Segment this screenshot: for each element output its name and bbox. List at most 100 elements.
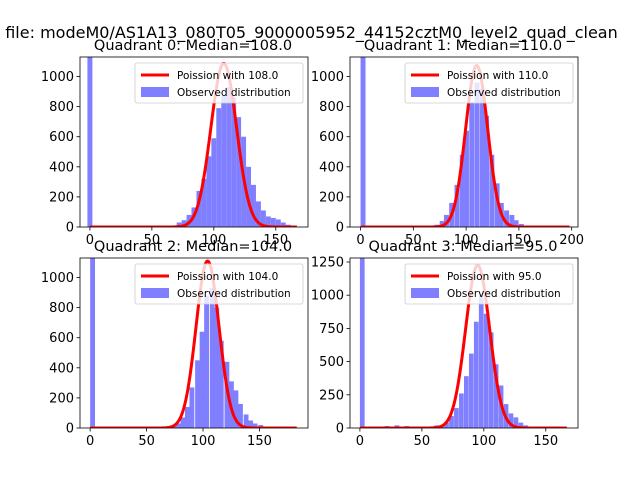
x-tick-label: 50 [144,233,161,248]
y-tick-label: 800 [49,100,74,115]
histogram-bar [260,210,266,227]
histogram-bar [221,96,227,227]
histogram-bar [513,417,519,428]
histogram-bar [195,360,200,428]
x-tick-label: 150 [263,233,288,248]
legend-box [134,62,304,104]
panel-quadrant-3: 0 50 100 150 0 250 500 750 1000 1250 Poission with… [311,255,579,449]
histogram-bar [459,393,464,428]
x-tick-label: 150 [247,434,272,449]
legend: Poission with 110.0 Observed distribution [404,62,574,104]
y-tick-label: 0 [336,422,344,437]
histogram-bar [489,154,495,227]
histogram-bar [454,408,459,428]
histogram-bar [189,387,195,428]
legend-line-label: Poission with 104.0 [177,271,278,283]
histogram-bar [280,222,286,227]
histogram-bar [439,220,445,227]
legend-line-label: Poission with 108.0 [177,70,278,82]
y-tick-label: 200 [49,391,74,406]
histogram-bar [214,307,220,428]
poisson-line [89,61,297,227]
x-tick-label: 50 [138,434,155,449]
legend-box [404,263,574,305]
y-tick-label: 0 [66,422,74,437]
x-tick-label: 50 [405,233,422,248]
histogram-bar [504,210,510,227]
x-tick-label: 150 [533,434,558,449]
y-tick-label: 1000 [41,271,74,286]
legend-line-label: Poission with 95.0 [447,271,542,283]
plot-area [360,57,570,227]
histogram-bar [248,420,254,428]
axes-frame [79,56,309,228]
legend-hist-swatch [411,288,439,298]
poisson-line [90,259,297,428]
y-tick-label: 1250 [311,255,344,270]
y-tick-label: 0 [336,221,344,236]
legend: Poission with 108.0 Observed distribution [134,62,304,104]
panel-quadrant-2: 0 50 100 150 0 200 400 600 800 1000 Poission with … [41,257,309,449]
histogram-bar [479,88,485,227]
histogram-bar [231,97,237,227]
histogram-bar [469,102,475,227]
y-tick-label: 600 [49,331,74,346]
y-tick-label: 600 [319,130,344,145]
histogram-bar [252,423,258,428]
legend-hist-swatch [141,87,169,97]
axes-frame [79,257,309,429]
histogram-bar [211,138,217,227]
histogram-bar [513,220,519,227]
legend-hist-swatch [141,288,169,298]
axes-frame [349,56,579,228]
histogram-bar [233,390,239,428]
histogram-bar [360,57,366,227]
legend-hist-label: Observed distribution [177,87,291,99]
histogram-bar [473,321,479,428]
y-tick-label: 250 [319,388,344,403]
y-tick-label: 1000 [311,70,344,85]
histogram-bar [518,422,524,428]
x-tick-label: 100 [191,434,216,449]
x-tick-label: 150 [506,233,531,248]
histogram-bar [180,417,186,428]
histogram-bar [199,331,205,428]
x-tick-label: 100 [471,434,496,449]
histogram-bar [181,220,187,227]
histogram-bar [459,154,465,227]
histogram-bar [209,288,215,428]
legend-hist-swatch [411,87,439,97]
histogram-bar [196,190,202,227]
y-tick-label: 800 [49,301,74,316]
figure-suptitle: n file: modeM0/AS1A13_080T05_9000005952_… [0,23,618,43]
y-tick-label: 750 [319,322,344,337]
histogram-bar [255,201,261,227]
x-tick-label: 50 [414,434,431,449]
y-tick-label: 200 [319,190,344,205]
histogram-bar [449,416,454,428]
histogram-bar [201,178,207,227]
plot-area [87,57,297,227]
panel-title-2: Quadrant 2: Median=104.0 [94,239,292,255]
histogram-bar [509,214,515,227]
x-tick-label: 100 [454,233,479,248]
histogram-bar [488,332,494,428]
panel-title-0: Quadrant 0: Median=108.0 [94,38,292,54]
histogram-bar [454,184,460,227]
histogram-bar [478,295,484,428]
histogram-bar [494,183,500,227]
legend-box [134,263,304,305]
x-tick-label: 200 [559,233,584,248]
legend-line-label: Poission with 110.0 [447,70,548,82]
axes-frame [349,257,579,429]
x-tick-label: 0 [356,434,364,449]
histogram-bar [226,87,232,227]
x-tick-label: 0 [86,434,94,449]
histogram-bar [175,423,181,428]
histogram-bar [236,117,242,227]
y-tick-label: 800 [319,100,344,115]
legend-box [404,62,574,104]
poisson-line [360,64,570,227]
histogram-bar [484,115,490,227]
